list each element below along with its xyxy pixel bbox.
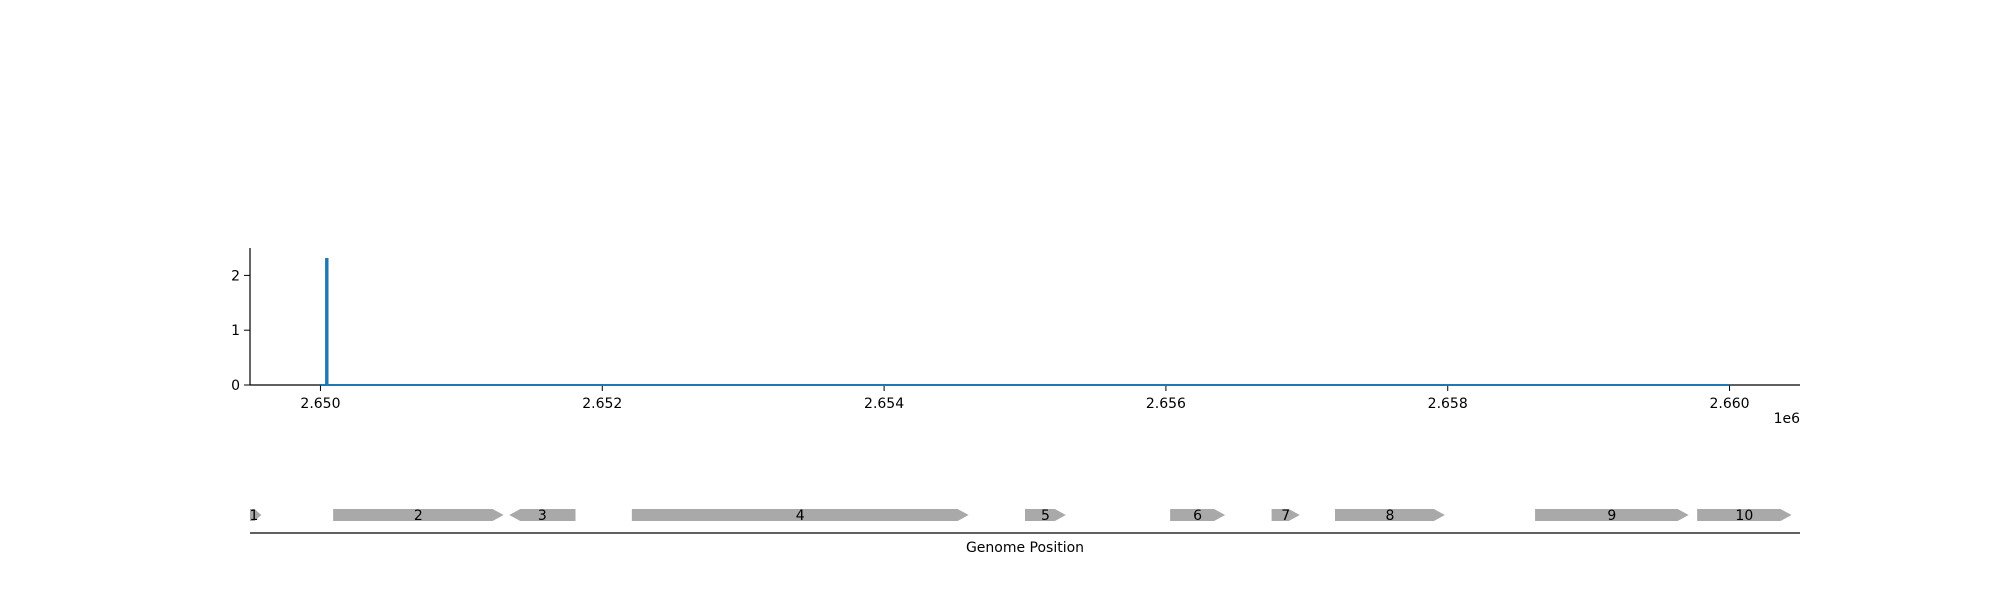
gene-arrow <box>1535 509 1689 521</box>
y-axis-ticks: 0 1 2 <box>231 268 250 394</box>
gene-arrow <box>631 509 969 521</box>
x-tick-label: 2.660 <box>1709 396 1749 412</box>
gene-label: 9 <box>1607 508 1616 524</box>
gene-label: 4 <box>796 508 805 524</box>
gene-label: 6 <box>1193 508 1202 524</box>
x-tick-label: 2.650 <box>300 396 340 412</box>
gene-track-xlabel: Genome Position <box>966 540 1084 556</box>
y-tick-label: 0 <box>231 378 240 394</box>
x-tick-label: 2.652 <box>582 396 622 412</box>
y-tick-label: 1 <box>231 323 240 339</box>
coverage-line <box>320 257 1730 386</box>
coverage-chart: 2.650 2.652 2.654 2.656 2.658 2.660 0 1 2 1e6 <box>231 248 1800 427</box>
gene-arrow <box>509 509 576 521</box>
gene-label: 10 <box>1735 508 1753 524</box>
gene-track: 1 2 3 4 5 6 7 8 9 10 Genome Position <box>250 508 1800 556</box>
gene-arrow <box>1271 509 1300 521</box>
gene-label: 3 <box>538 508 547 524</box>
series-layer <box>320 257 1730 386</box>
gene-label: 5 <box>1041 508 1050 524</box>
gene-arrow <box>1025 509 1066 521</box>
gene-arrow <box>1335 509 1445 521</box>
gene-arrow <box>333 509 504 521</box>
gene-arrow <box>250 509 262 521</box>
gene-label: 8 <box>1385 508 1394 524</box>
x-tick-label: 2.654 <box>864 396 904 412</box>
x-offset-label: 1e6 <box>1774 411 1801 427</box>
gene-label: 2 <box>414 508 423 524</box>
y-tick-label: 2 <box>231 268 240 284</box>
gene-arrow <box>1697 509 1792 521</box>
gene-label: 7 <box>1281 508 1290 524</box>
genes-layer: 1 2 3 4 5 6 7 8 9 10 <box>250 508 1792 524</box>
gene-arrow <box>1170 509 1226 521</box>
x-tick-label: 2.658 <box>1428 396 1468 412</box>
x-tick-label: 2.656 <box>1146 396 1186 412</box>
gene-label: 1 <box>250 508 259 524</box>
x-axis-ticks: 2.650 2.652 2.654 2.656 2.658 2.660 <box>300 385 1750 412</box>
